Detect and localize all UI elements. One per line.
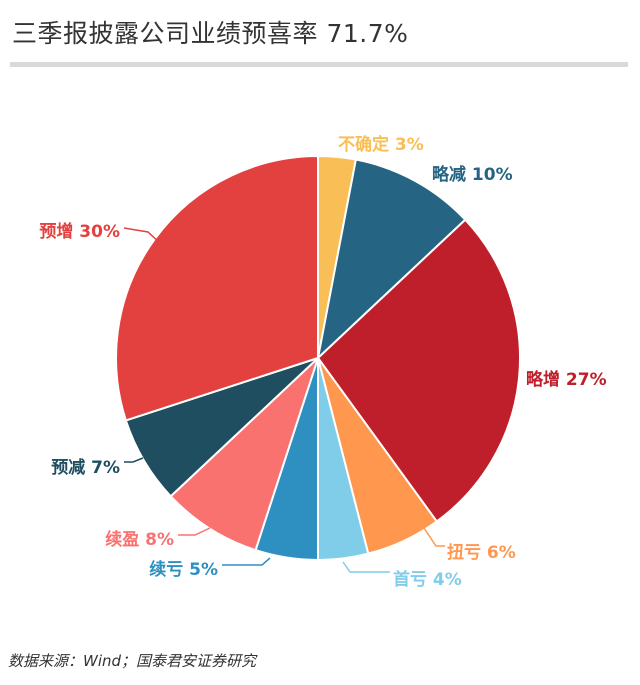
leader-line-9 [123, 227, 163, 246]
leader-line-8 [124, 457, 144, 463]
slice-label-8: 预减 7% [51, 457, 120, 478]
chart-title: 三季报披露公司业绩预喜率 71.7% [12, 19, 409, 48]
leader-line-4 [423, 527, 445, 547]
slice-label-7: 续盈 8% [105, 529, 174, 550]
slice-label-1: 不确定 3% [338, 134, 424, 155]
slice-label-9: 预增 30% [39, 221, 120, 242]
pie-slice-9 [115, 154, 319, 422]
pie-chart: 不确定 3% 略减 10% 略增 27% 扭亏 6% 首亏 4% 续亏 5% 续盈 8% 预减… [39, 134, 607, 590]
leader-line-7 [178, 527, 211, 536]
title-divider [10, 62, 628, 67]
slice-label-6: 续亏 5% [149, 559, 218, 580]
leader-line-6 [222, 557, 271, 566]
slice-label-2: 略减 10% [432, 164, 513, 185]
pie-slice-2 [316, 158, 467, 361]
slice-label-3: 略增 27% [526, 369, 607, 390]
slice-label-4: 扭亏 6% [447, 542, 516, 563]
data-source-note: 数据来源：Wind；国泰君安证券研究 [8, 652, 257, 670]
slice-label-5: 首亏 4% [393, 569, 462, 590]
pie-slice-3 [316, 218, 521, 523]
leader-line-5 [342, 561, 390, 573]
